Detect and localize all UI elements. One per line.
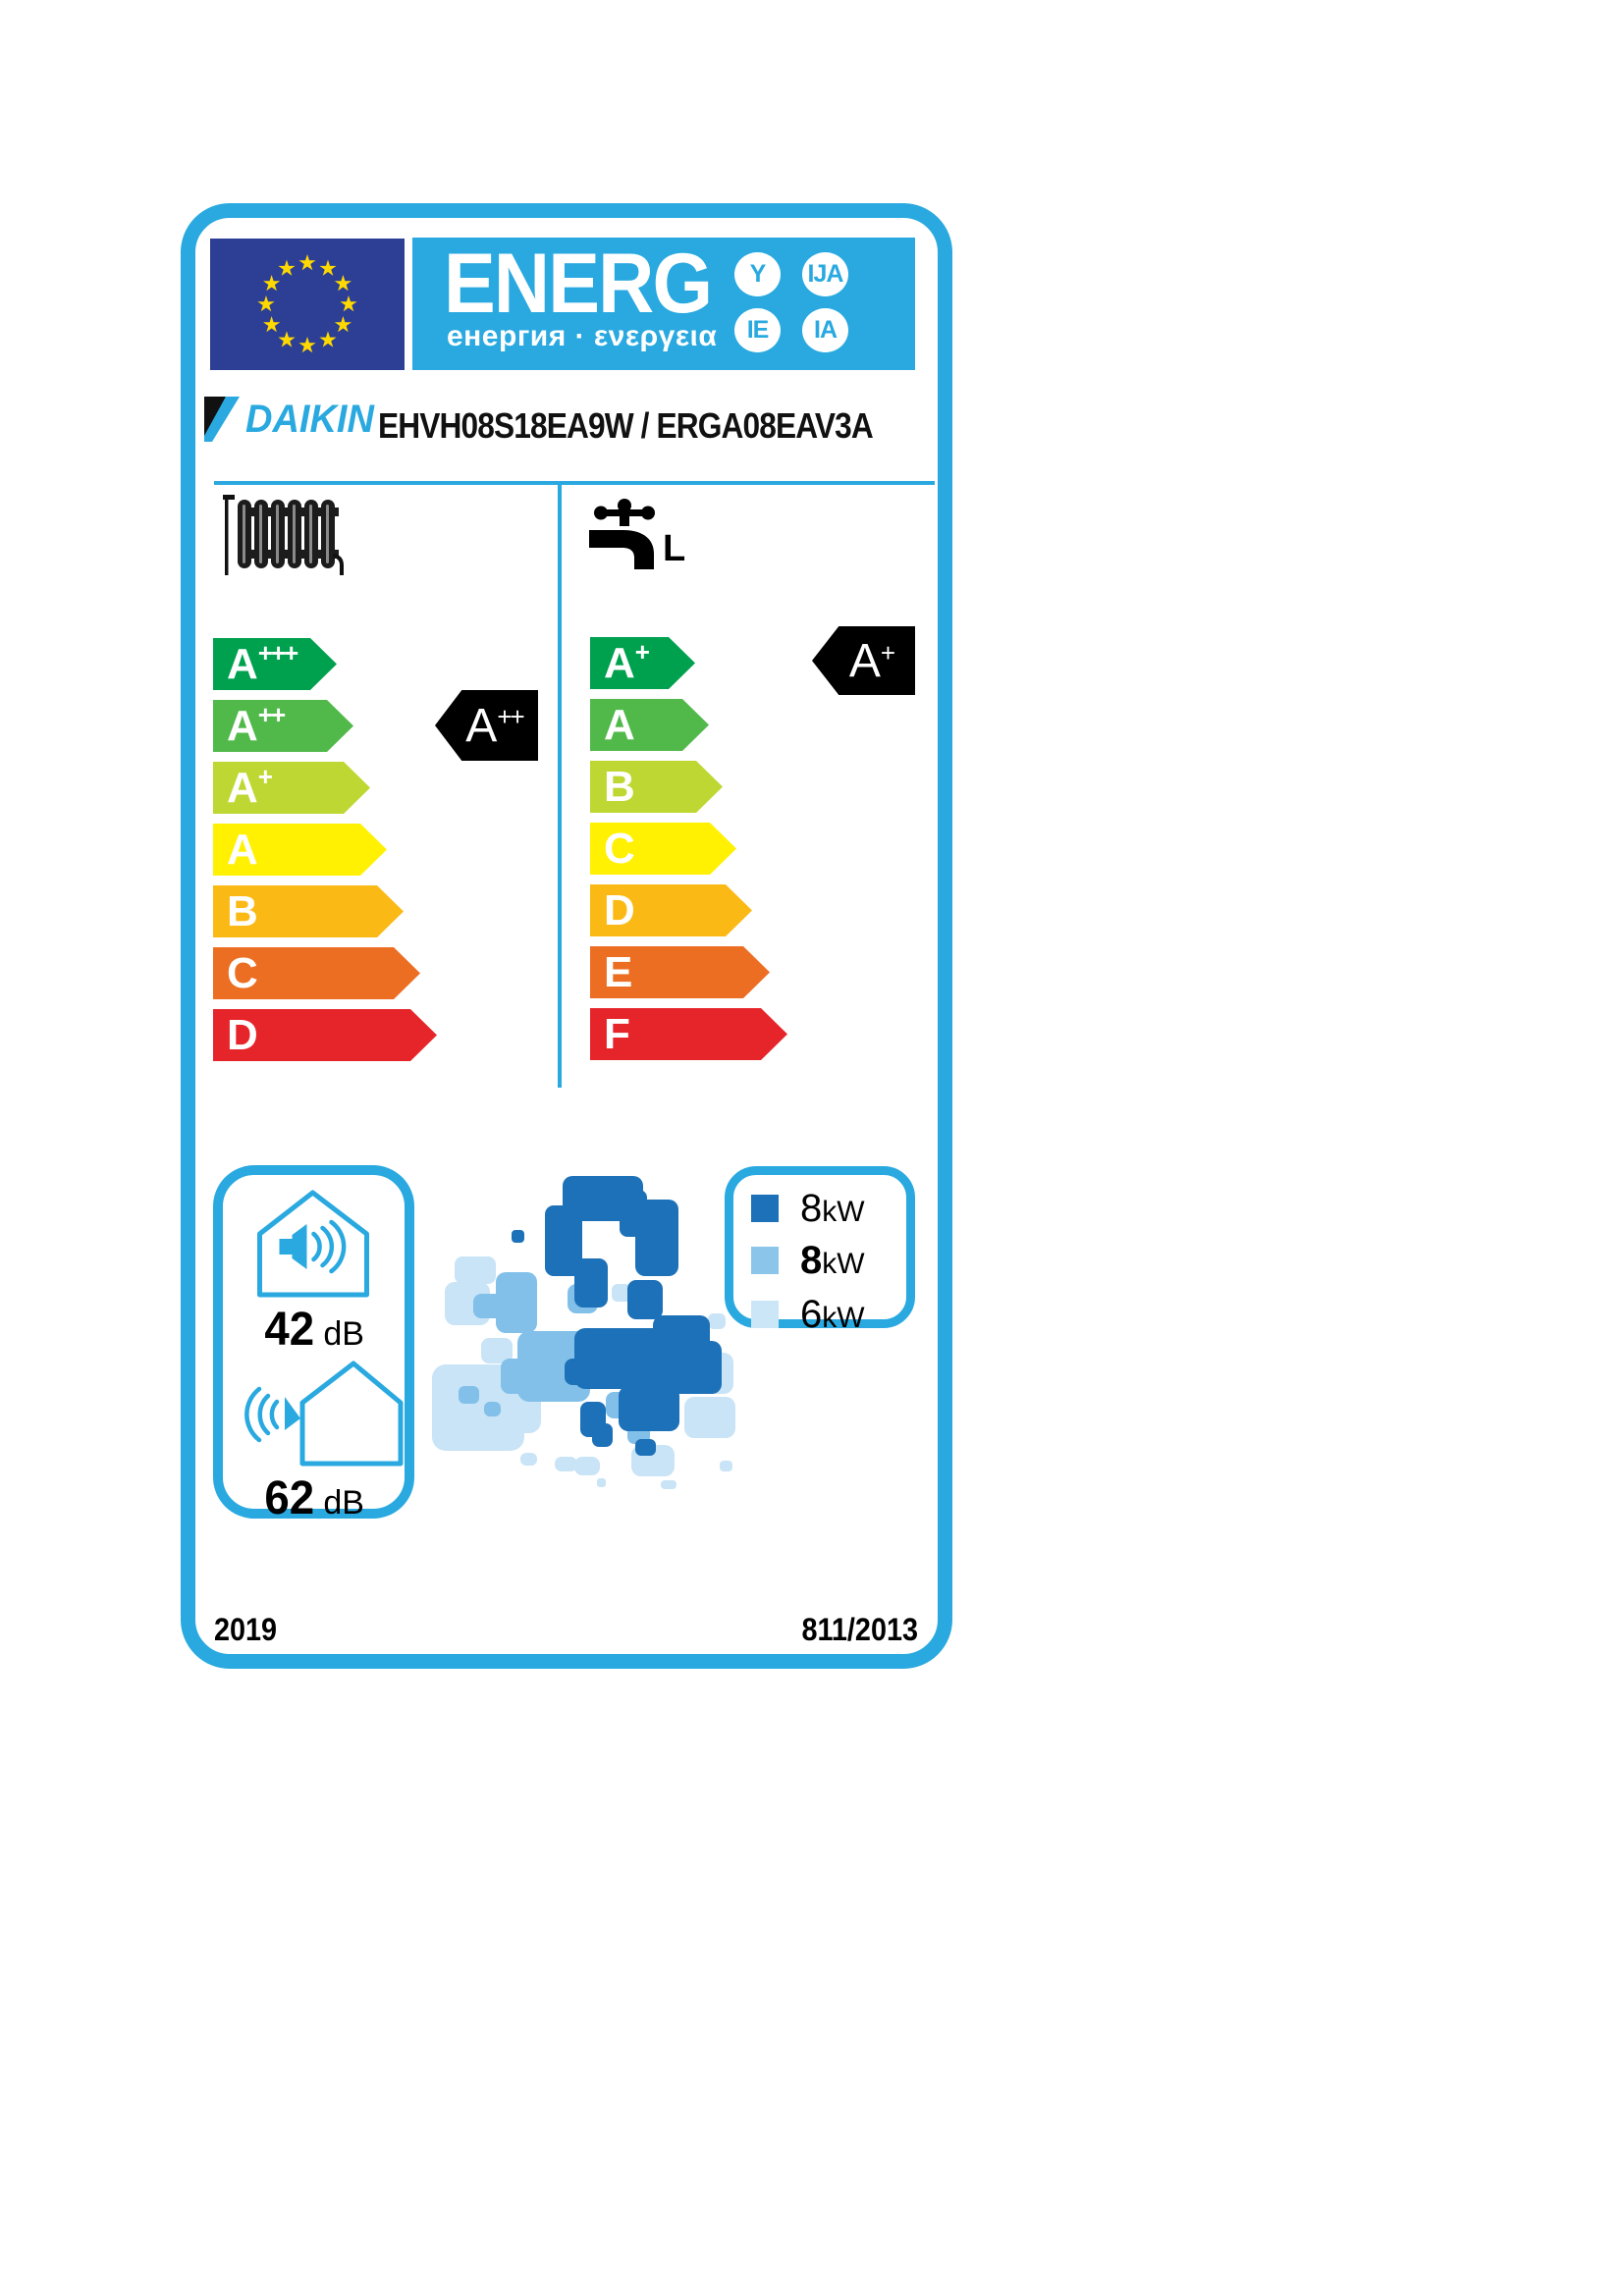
load-profile: L (663, 528, 686, 569)
heating-rating-cursor: A ++ (435, 690, 538, 761)
class-arrow: B (213, 885, 404, 937)
sound-power-box: 42 dB 62 dB (213, 1165, 414, 1524)
class-arrow: E (590, 946, 770, 998)
language-badge-ija: IJA (802, 252, 848, 296)
class-arrow: D (590, 884, 752, 936)
radiator-icon (223, 495, 344, 575)
outdoor-sound-house-icon (244, 1361, 404, 1467)
europe-climate-map (432, 1176, 735, 1489)
class-arrow: A + (213, 762, 370, 814)
capacity-swatch-light (751, 1301, 779, 1328)
class-arrow: C (590, 823, 736, 875)
class-arrow: C (213, 947, 420, 999)
water-class-scale: A + A B C D E F (590, 637, 787, 1060)
class-arrow: A (590, 699, 709, 751)
capacity-swatch-mid (751, 1247, 779, 1274)
class-arrow: A (213, 824, 387, 876)
energ-title: ENERG (444, 237, 713, 331)
legend-row: 8 kW (751, 1187, 906, 1230)
water-rating-cursor: A + (812, 626, 915, 695)
class-arrow: D (213, 1009, 437, 1061)
daikin-mark-icon (204, 397, 240, 442)
legend-row: 8 kW (751, 1239, 906, 1282)
legend-row: 6 kW (751, 1293, 906, 1336)
capacity-swatch-dark (751, 1195, 779, 1222)
class-arrow: B (590, 761, 723, 813)
outdoor-db-value: 62 (264, 1472, 315, 1524)
language-badge-y: Y (734, 252, 781, 296)
energ-subtitle: енергия · ενεργεια (447, 320, 718, 352)
tap-icon (589, 499, 655, 569)
brand-logo: DAIKIN (204, 395, 558, 444)
heating-class-scale: A +++ A ++ A + A B C D (213, 638, 437, 1061)
class-arrow: A +++ (213, 638, 337, 690)
indoor-sound-house-icon (257, 1190, 369, 1298)
class-arrow: A ++ (213, 700, 353, 752)
language-badge-ie: IE (734, 308, 781, 352)
eu-stars-icon (257, 254, 357, 353)
header-divider (214, 481, 935, 485)
indoor-db-value: 42 (264, 1304, 315, 1356)
eu-flag (210, 239, 405, 370)
label-year: 2019 (214, 1612, 278, 1647)
model-number: EHVH08S18EA9W / ERGA08EAV3A (378, 405, 874, 446)
regulation-number: 811/2013 (801, 1612, 918, 1647)
outdoor-db-unit: dB (323, 1484, 364, 1522)
indoor-db-unit: dB (323, 1315, 364, 1353)
class-arrow: F (590, 1008, 787, 1060)
outdoor-sound-level: 62 dB (223, 1471, 405, 1525)
class-arrow: A + (590, 637, 695, 689)
energ-header: ENERG енергия · ενεργεια Y IJA IE IA (412, 237, 915, 370)
language-badge-ia: IA (802, 308, 848, 352)
brand-name: DAIKIN (245, 397, 374, 441)
column-divider (558, 485, 562, 1088)
indoor-sound-level: 42 dB (223, 1303, 405, 1357)
capacity-legend: 8 kW 8 kW 6 kW (725, 1166, 915, 1336)
eu-energy-label: ENERG енергия · ενεργεια Y IJA IE IA DAI… (181, 203, 952, 1669)
